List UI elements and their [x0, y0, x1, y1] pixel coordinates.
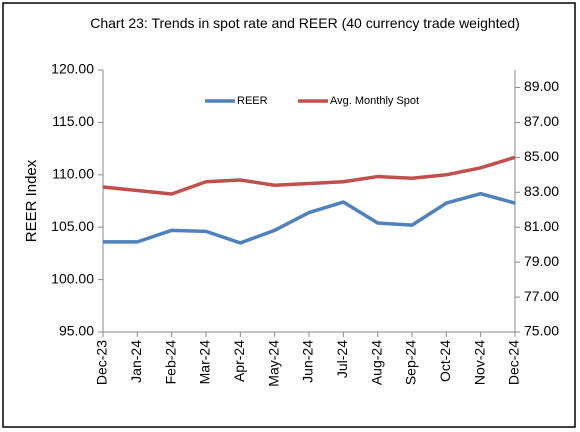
x-tick-label: Jul-24: [334, 340, 350, 378]
chart-title: Chart 23: Trends in spot rate and REER (…: [90, 15, 520, 31]
y-tick-label: 115.00: [52, 113, 94, 129]
x-tick-label: Aug-24: [368, 340, 384, 385]
series-line: [103, 191, 516, 245]
chart-border: [2, 2, 576, 428]
y2-tick-label: 87.00: [524, 113, 559, 129]
y-axis-label: REER Index: [23, 159, 40, 242]
y-tick-label: 95.00: [59, 323, 94, 339]
y2-tick-label: 75.00: [524, 323, 559, 339]
y-tick-label: 105.00: [51, 218, 94, 234]
x-tick-label: May-24: [265, 340, 281, 387]
x-tick-label: Nov-24: [471, 340, 487, 385]
y2-tick-label: 83.00: [524, 183, 559, 199]
x-tick-label: Dec-23: [94, 340, 110, 385]
x-tick-label: Dec-24: [506, 340, 522, 385]
y2-tick-label: 85.00: [524, 148, 559, 164]
x-tick-label: Feb-24: [162, 340, 178, 385]
x-tick-label: Sep-24: [403, 340, 419, 385]
legend-label: REER: [237, 95, 268, 107]
y-tick-label: 100.00: [51, 270, 94, 286]
series-line: [102, 155, 516, 196]
x-tick-label: Jan-24: [128, 340, 144, 383]
x-tick-label: Mar-24: [197, 340, 213, 385]
y2-tick-label: 89.00: [524, 78, 559, 94]
y-tick-label: 120.00: [51, 61, 94, 77]
legend-label: Avg. Monthly Spot: [330, 95, 419, 107]
y2-tick-label: 81.00: [524, 218, 559, 234]
y2-tick-label: 77.00: [524, 288, 559, 304]
x-tick-label: Apr-24: [231, 340, 247, 382]
y2-tick-label: 79.00: [524, 253, 559, 269]
x-tick-label: Oct-24: [437, 340, 453, 382]
x-tick-label: Jun-24: [300, 340, 316, 383]
y-tick-label: 110.00: [52, 166, 94, 182]
